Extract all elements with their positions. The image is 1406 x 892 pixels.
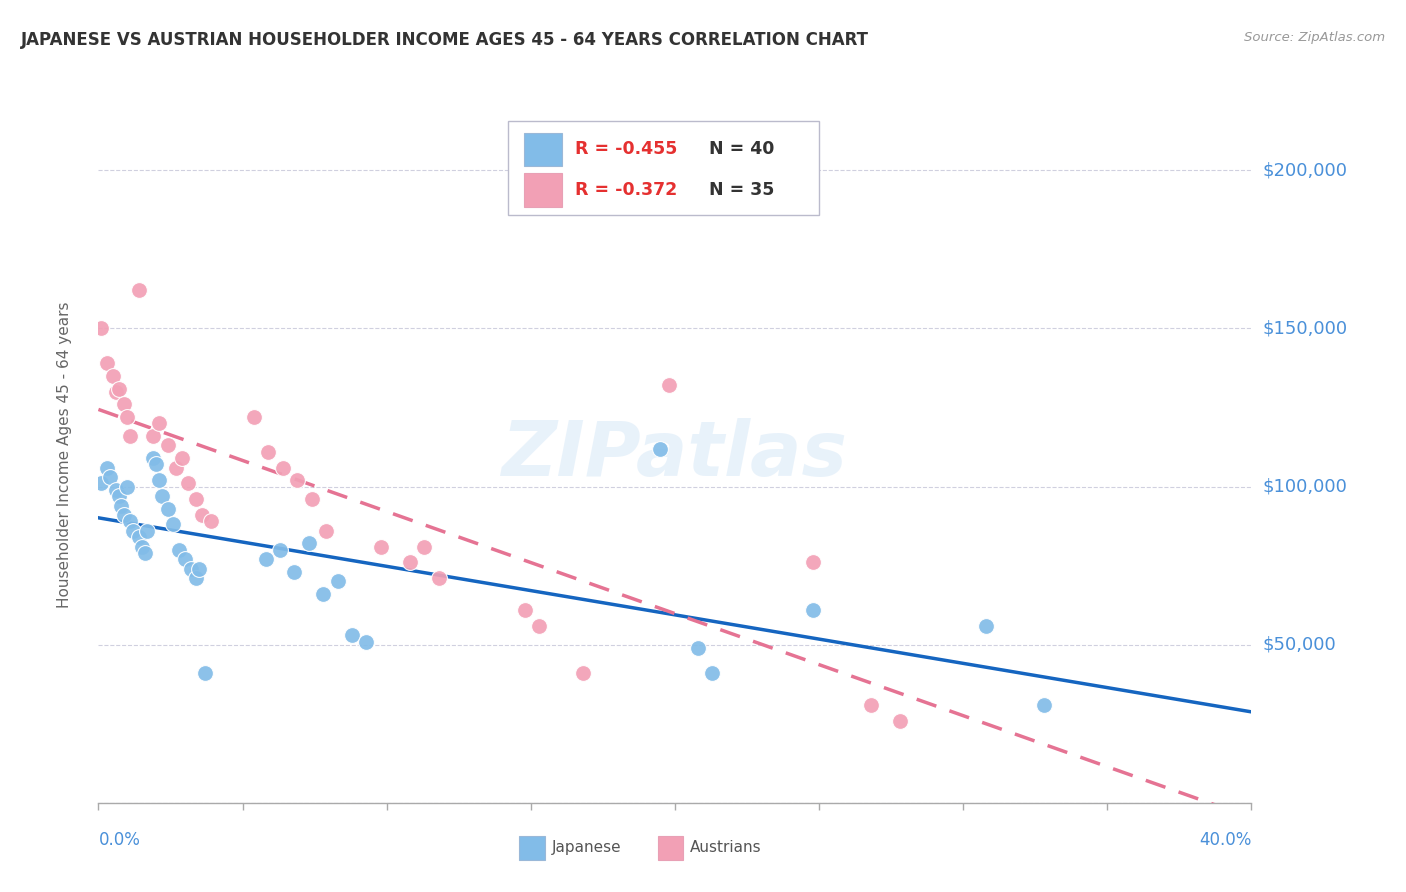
Point <box>148 473 170 487</box>
Point <box>188 562 211 576</box>
Point <box>142 429 165 443</box>
Point <box>174 552 197 566</box>
Point <box>142 451 165 466</box>
Y-axis label: Householder Income Ages 45 - 64 years: Householder Income Ages 45 - 64 years <box>58 301 72 608</box>
Text: Austrians: Austrians <box>690 840 762 855</box>
Point <box>162 517 184 532</box>
Point <box>650 442 672 456</box>
Text: JAPANESE VS AUSTRIAN HOUSEHOLDER INCOME AGES 45 - 64 YEARS CORRELATION CHART: JAPANESE VS AUSTRIAN HOUSEHOLDER INCOME … <box>21 31 869 49</box>
Point <box>156 501 179 516</box>
Text: 40.0%: 40.0% <box>1199 830 1251 848</box>
Point <box>974 618 997 632</box>
Point <box>165 460 187 475</box>
Text: $200,000: $200,000 <box>1263 161 1347 179</box>
Point <box>301 492 323 507</box>
Point <box>134 546 156 560</box>
Point <box>120 514 142 528</box>
Point <box>180 562 202 576</box>
Point <box>90 476 112 491</box>
Point <box>427 571 450 585</box>
Point <box>340 628 363 642</box>
Point <box>702 666 724 681</box>
Point <box>413 540 436 554</box>
Text: R = -0.455: R = -0.455 <box>575 140 676 159</box>
Point <box>112 397 135 411</box>
Point <box>167 542 190 557</box>
Point <box>257 444 280 458</box>
Point <box>801 603 824 617</box>
Point <box>131 540 153 554</box>
FancyBboxPatch shape <box>658 836 683 860</box>
FancyBboxPatch shape <box>524 173 562 207</box>
Point <box>117 479 138 493</box>
Point <box>170 451 193 466</box>
Point <box>315 524 337 538</box>
Point <box>283 565 305 579</box>
Point <box>889 714 911 728</box>
Point <box>326 574 349 589</box>
Point <box>1032 698 1054 712</box>
Text: Source: ZipAtlas.com: Source: ZipAtlas.com <box>1244 31 1385 45</box>
Point <box>148 417 170 431</box>
Point <box>156 438 179 452</box>
Point <box>356 634 378 648</box>
Point <box>107 489 129 503</box>
Point <box>398 556 420 570</box>
Point <box>104 384 127 399</box>
Text: $150,000: $150,000 <box>1263 319 1347 337</box>
Point <box>128 530 150 544</box>
Point <box>312 587 335 601</box>
Point <box>269 542 291 557</box>
Point <box>186 571 208 585</box>
Point <box>120 429 142 443</box>
Point <box>194 666 217 681</box>
Text: ZIPatlas: ZIPatlas <box>502 418 848 491</box>
Point <box>859 698 882 712</box>
Point <box>801 556 824 570</box>
FancyBboxPatch shape <box>519 836 544 860</box>
Text: N = 40: N = 40 <box>710 140 775 159</box>
Text: $50,000: $50,000 <box>1263 636 1336 654</box>
Point <box>110 499 132 513</box>
Point <box>101 368 124 383</box>
Point <box>370 540 392 554</box>
Point <box>686 640 709 655</box>
Point <box>200 514 222 528</box>
Point <box>112 508 135 522</box>
Point <box>136 524 159 538</box>
Point <box>145 458 167 472</box>
Point <box>98 470 121 484</box>
Point <box>104 483 127 497</box>
FancyBboxPatch shape <box>524 133 562 166</box>
Point <box>285 473 308 487</box>
Point <box>96 356 118 370</box>
Point <box>117 409 138 424</box>
Text: N = 35: N = 35 <box>710 181 775 199</box>
Point <box>658 378 681 392</box>
Text: Japanese: Japanese <box>551 840 621 855</box>
Point <box>177 476 200 491</box>
Point <box>243 409 266 424</box>
Point <box>96 460 118 475</box>
Point <box>513 603 536 617</box>
Point <box>191 508 214 522</box>
Point <box>150 489 173 503</box>
Point <box>128 284 150 298</box>
Point <box>186 492 208 507</box>
Point <box>107 382 129 396</box>
Point <box>122 524 145 538</box>
Point <box>254 552 277 566</box>
Point <box>298 536 321 550</box>
Point <box>90 321 112 335</box>
Text: $100,000: $100,000 <box>1263 477 1347 496</box>
FancyBboxPatch shape <box>508 121 818 215</box>
Text: R = -0.372: R = -0.372 <box>575 181 676 199</box>
Point <box>271 460 294 475</box>
Point <box>529 618 551 632</box>
Point <box>571 666 593 681</box>
Text: 0.0%: 0.0% <box>98 830 141 848</box>
